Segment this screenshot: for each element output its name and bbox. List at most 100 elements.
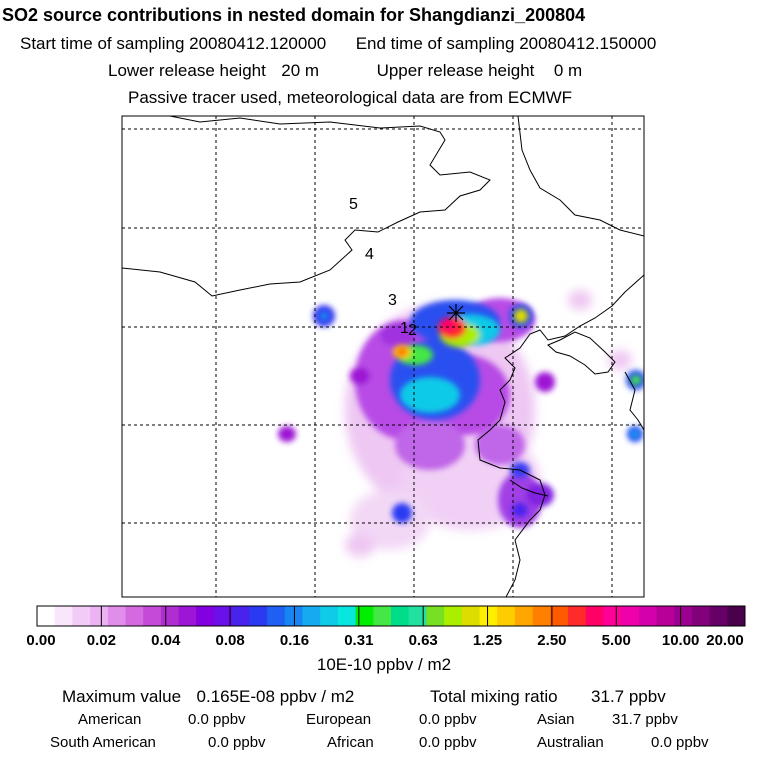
lower-release-label: Lower release height xyxy=(108,61,266,80)
start-time-label: Start time of sampling xyxy=(20,34,185,53)
end-time-value: 20080412.150000 xyxy=(519,34,657,53)
colorbar-tick-label: 10.00 xyxy=(661,632,700,649)
lower-release-value: 20 m xyxy=(281,61,320,80)
plume-hotspots xyxy=(319,309,641,438)
colorbar-tick-label: 2.50 xyxy=(537,632,567,649)
total-mixing-label: Total mixing ratio xyxy=(430,687,558,706)
coastlines xyxy=(122,116,644,597)
colorbar-tick-label: 0.16 xyxy=(279,632,310,649)
region-value: 0.0 ppbv xyxy=(419,711,477,728)
border-far-east xyxy=(624,371,644,431)
region-name: American xyxy=(78,711,142,728)
colorbar-segment xyxy=(497,606,516,626)
colorbar-segment xyxy=(709,606,728,626)
region-name: Asian xyxy=(537,711,575,728)
colorbar-segment xyxy=(532,606,551,626)
river xyxy=(509,479,549,497)
colorbar-frame xyxy=(36,605,746,627)
colorbar-segment xyxy=(178,606,197,626)
contour-label-2: 2 xyxy=(408,322,417,339)
region-name: South American xyxy=(50,734,156,751)
colorbar-segment xyxy=(231,606,250,626)
sampling-times-row: Start time of sampling 20080412.120000 E… xyxy=(20,34,768,54)
colorbar-segment xyxy=(514,606,533,626)
colorbar-segment xyxy=(284,606,303,626)
colorbar-tick-label: 20.00 xyxy=(706,632,744,649)
region-value: 0.0 ppbv xyxy=(651,734,709,751)
colorbar-tick-label: 0.63 xyxy=(408,632,438,649)
colorbar-segment xyxy=(550,606,569,626)
colorbar-segment xyxy=(568,606,587,626)
total-mixing-value: 31.7 ppbv xyxy=(591,687,666,706)
region-value: 31.7 ppbv xyxy=(612,711,678,728)
colorbar-tick-label: 0.00 xyxy=(26,632,56,649)
colorbar-segment xyxy=(391,606,410,626)
map-frame xyxy=(121,115,645,598)
colorbar-segment xyxy=(107,606,126,626)
upper-release-value: 0 m xyxy=(553,61,583,80)
peninsula xyxy=(547,331,616,375)
colorbar-tick-label: 0.04 xyxy=(151,632,181,649)
release-heights-row: Lower release height 20 m Upper release … xyxy=(108,61,768,81)
colorbar-segment xyxy=(214,606,233,626)
colorbar-segment xyxy=(320,606,339,626)
start-time-value: 20080412.120000 xyxy=(189,34,327,53)
colorbar-segment xyxy=(585,606,604,626)
colorbar-segment xyxy=(373,606,392,626)
concentration-field xyxy=(278,290,644,557)
colorbar-tick-label: 0.31 xyxy=(344,632,374,649)
colorbar-segment xyxy=(691,606,710,626)
total-mixing-row: Total mixing ratio 31.7 ppbv xyxy=(430,687,666,707)
colorbar-segment xyxy=(54,606,73,626)
colorbar-segment xyxy=(337,606,356,626)
colorbar-segment xyxy=(125,606,144,626)
region-name: European xyxy=(306,711,372,728)
region-value: 0.0 ppbv xyxy=(208,734,266,751)
max-value: 0.165E-08 ppbv / m2 xyxy=(196,687,355,706)
colorbar-unit: 10E-10 ppbv / m2 xyxy=(316,655,452,674)
colorbar-tick-label: 0.02 xyxy=(86,632,116,649)
colorbar-segment xyxy=(444,606,463,626)
contour-label-5: 5 xyxy=(349,196,358,213)
colorbar-segment xyxy=(621,606,640,626)
colorbar-tick-label: 0.08 xyxy=(215,632,245,649)
border-north xyxy=(122,116,491,297)
colorbar-segment xyxy=(37,606,56,626)
border-northeast xyxy=(517,116,644,237)
region-value: 0.0 ppbv xyxy=(188,711,246,728)
colorbar-segment xyxy=(143,606,162,626)
upper-release-label: Upper release height xyxy=(376,61,535,80)
colorbar-segment xyxy=(656,606,675,626)
contour-label-4: 4 xyxy=(365,246,374,263)
contour-labels: 5 4 3 2 1 xyxy=(349,196,417,339)
colorbar-segment xyxy=(302,606,321,626)
max-value-label: Maximum value xyxy=(62,687,182,706)
colorbar-segment xyxy=(461,606,480,626)
colorbar-segment xyxy=(638,606,657,626)
colorbar-tick-label: 5.00 xyxy=(601,632,631,649)
colorbar xyxy=(36,606,746,626)
colorbar-segment xyxy=(267,606,286,626)
colorbar-segment xyxy=(727,606,746,626)
end-time-label: End time of sampling xyxy=(355,34,515,53)
star-icon xyxy=(447,304,465,322)
colorbar-segment xyxy=(479,606,498,626)
chart-title: SO2 source contributions in nested domai… xyxy=(2,5,586,25)
contour-label-1: 1 xyxy=(400,320,409,337)
colorbar-segment xyxy=(72,606,91,626)
colorbar-tick-label: 1.25 xyxy=(472,632,503,649)
colorbar-segment xyxy=(90,606,109,626)
colorbar-segment xyxy=(249,606,268,626)
colorbar-segment xyxy=(603,606,622,626)
max-value-row: Maximum value 0.165E-08 ppbv / m2 xyxy=(62,687,354,707)
graticule xyxy=(122,116,644,597)
colorbar-segment xyxy=(160,606,179,626)
border-east xyxy=(477,274,644,597)
region-name: African xyxy=(327,734,374,751)
colorbar-segment xyxy=(408,606,427,626)
region-value: 0.0 ppbv xyxy=(419,734,477,751)
tracer-note: Passive tracer used, meteorological data… xyxy=(128,88,573,107)
colorbar-segment xyxy=(674,606,693,626)
colorbar-segment xyxy=(196,606,215,626)
